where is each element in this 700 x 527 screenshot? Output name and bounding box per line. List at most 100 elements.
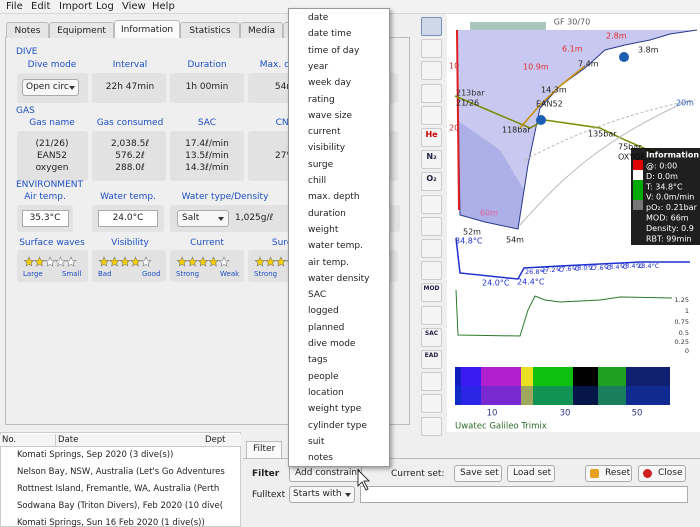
text-field[interactable] [22, 210, 69, 227]
toolbar-button[interactable] [421, 61, 442, 81]
menu-item[interactable]: Edit [31, 1, 51, 12]
menu-item[interactable]: File [6, 1, 23, 12]
toolbar-button[interactable] [421, 128, 442, 147]
tab[interactable] [180, 22, 240, 38]
rating-high-label: Weak [220, 270, 240, 278]
info-swatch [633, 170, 643, 180]
heatmap-stripe [455, 386, 670, 405]
menu-option[interactable]: SAC [308, 290, 327, 301]
heatmap-band [533, 367, 573, 405]
toolbar-button[interactable] [421, 172, 442, 192]
dive-trip-row[interactable]: Nelson Bay, NSW, Australia (Let's Go Adv… [17, 467, 225, 477]
dive-trip-row[interactable]: Sodwana Bay (Triton Divers), Feb 2020 (1… [17, 501, 224, 511]
toolbar-button[interactable] [421, 416, 442, 436]
heatmap-band [573, 367, 598, 405]
dive-trip-row[interactable]: Komati Springs, Sun 16 Feb 2020 (1 dive(… [17, 518, 205, 527]
combo-box[interactable] [22, 79, 79, 96]
button-label[interactable]: Reset [605, 468, 631, 478]
toolbar-button[interactable] [421, 216, 442, 236]
column-header: No. [2, 435, 17, 445]
combo-box[interactable] [177, 210, 229, 227]
field-label: Water temp. [100, 192, 156, 202]
column-divider [55, 434, 56, 447]
fulltext-input[interactable] [360, 486, 688, 503]
combo-arrow [69, 86, 75, 93]
profile-label: 28.4°C [605, 263, 628, 271]
menu-option[interactable]: notes [308, 453, 333, 464]
menu-item[interactable]: Import [59, 1, 93, 12]
toolbar-button[interactable] [421, 17, 442, 36]
menu-option[interactable]: wave size [308, 110, 353, 121]
rating-star [176, 256, 188, 267]
menu-item[interactable]: Log [96, 1, 114, 12]
menu-option[interactable]: water temp. [308, 241, 363, 252]
menu-option[interactable]: planned [308, 322, 345, 333]
toolbar-button[interactable] [421, 39, 442, 59]
menu-option[interactable]: weight type [308, 404, 362, 415]
menu-option[interactable]: people [308, 371, 339, 382]
toolbar-button[interactable] [421, 394, 442, 414]
menu-option[interactable]: current [308, 127, 341, 138]
button-label[interactable]: Save set [460, 468, 499, 478]
combo-box[interactable] [289, 486, 355, 503]
density-axis-label: 0.75 [675, 318, 689, 326]
menu-option[interactable]: chill [308, 176, 327, 186]
toolbar-button[interactable] [421, 305, 442, 325]
menu-option[interactable]: suit [308, 436, 325, 447]
menu-item[interactable]: View [122, 1, 146, 12]
profile-label: 20m [676, 99, 694, 108]
combo-text[interactable]: Starts with [293, 489, 342, 499]
menu-item[interactable]: Help [152, 1, 175, 12]
tab[interactable] [240, 22, 283, 38]
combo-text[interactable]: Open circ [26, 82, 69, 92]
menu-option[interactable]: air temp. [308, 257, 349, 268]
toolbar-button[interactable] [421, 350, 442, 369]
button[interactable] [507, 465, 555, 482]
field-label: Visibility [111, 238, 149, 248]
tab[interactable] [49, 22, 114, 38]
menu-option[interactable]: max. depth [308, 192, 360, 203]
dive-trip-row[interactable]: Komati Springs, Sep 2020 (3 dive(s)) [17, 450, 174, 460]
toolbar-button[interactable] [421, 239, 442, 258]
profile-label: 135bar [588, 130, 617, 139]
button-label[interactable]: Add constraint [295, 468, 361, 478]
tab-label[interactable]: Filter [253, 444, 276, 454]
menu-option[interactable]: date time [308, 29, 352, 40]
rating-star [186, 256, 199, 267]
filter-tab[interactable] [246, 441, 282, 458]
menu-option[interactable]: week day [308, 78, 352, 89]
current-set-label: Current set: [391, 469, 445, 479]
toolbar-button[interactable] [421, 327, 442, 347]
menu-option[interactable]: dive mode [308, 339, 356, 349]
menu-option[interactable]: cylinder type [308, 420, 367, 431]
toolbar-button[interactable] [421, 372, 442, 392]
menu-option[interactable]: weight [308, 224, 339, 235]
button[interactable] [454, 465, 502, 482]
text-field[interactable] [98, 210, 158, 227]
button-label[interactable]: Close [658, 468, 683, 478]
menu-option[interactable]: water density [308, 273, 370, 284]
menu-option[interactable]: date [308, 13, 329, 23]
menu-option[interactable]: duration [308, 208, 346, 219]
toolbar-button[interactable] [421, 105, 442, 125]
dive-trip-row[interactable]: Rottnest Island, Fremantle, WA, Australi… [17, 484, 220, 494]
tab[interactable] [6, 22, 49, 38]
menu-option[interactable]: year [308, 61, 329, 72]
tab[interactable] [114, 20, 180, 38]
combo-text[interactable]: Salt [182, 213, 200, 223]
menu-option[interactable]: location [308, 387, 344, 398]
menu-option[interactable]: tags [308, 355, 328, 366]
menu-option[interactable]: visibility [308, 143, 346, 154]
toolbar-button[interactable] [421, 283, 442, 303]
button-label[interactable]: Load set [513, 468, 552, 478]
info-swatch [633, 180, 643, 190]
menu-option[interactable]: time of day [308, 45, 360, 56]
menu-option[interactable]: rating [308, 94, 335, 105]
toolbar-button[interactable] [421, 261, 442, 281]
menu-option[interactable]: logged [308, 306, 339, 317]
toolbar-button[interactable] [421, 194, 442, 214]
menu-option[interactable]: surge [308, 159, 334, 170]
toolbar-button[interactable] [421, 150, 442, 170]
toolbar-button[interactable] [421, 83, 442, 103]
dive-computer-name: Uwatec Galileo Trimix [455, 422, 547, 432]
